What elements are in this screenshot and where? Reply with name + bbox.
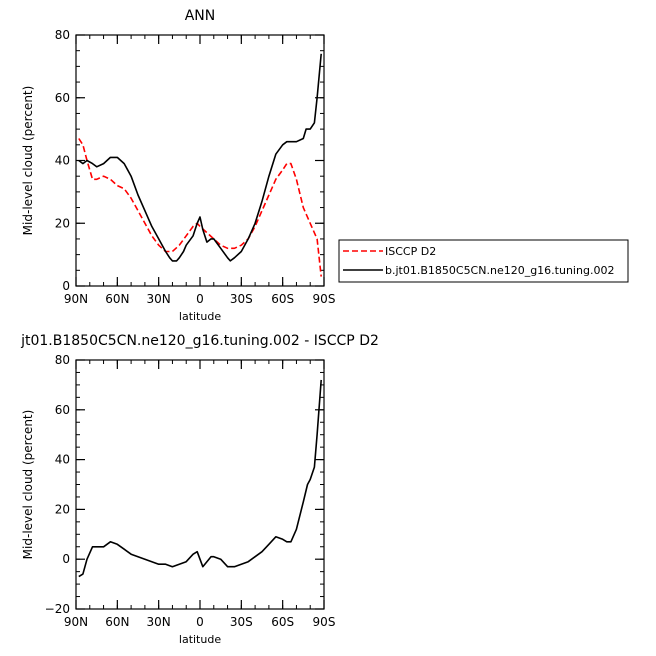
x-tick-label: 90N: [64, 292, 88, 306]
x-tick-label: 0: [196, 292, 204, 306]
series-line-2: [78, 53, 322, 262]
x-tick-label: 60N: [105, 292, 129, 306]
x-tick-label: 30N: [147, 615, 171, 629]
x-tick-label: 60S: [271, 615, 294, 629]
y-tick-label: 40: [55, 154, 70, 168]
chart-title: ANN: [185, 8, 216, 24]
chart-panel-1: ANN 90N 60N 30N 0 30S 60S 90S 0 20 40 60 80 latitude M…: [21, 8, 629, 323]
plot-frame: [75, 359, 325, 610]
plot-frame: [75, 34, 325, 287]
x-tick-label: 30S: [230, 292, 253, 306]
y-tick-label: 20: [55, 502, 70, 516]
y-tick-label: −20: [45, 602, 70, 616]
y-tick-label: 60: [55, 91, 70, 105]
y-tick-label: 0: [62, 552, 70, 566]
x-tick-label: 90S: [313, 292, 336, 306]
x-tick-label: 60S: [271, 292, 294, 306]
series-line-1: [78, 138, 322, 277]
series-line-1: [78, 379, 322, 578]
y-axis-label: Mid-level cloud (percent): [21, 410, 35, 560]
x-tick-label: 0: [196, 615, 204, 629]
chart-panel-2: jt01.B1850C5CN.ne120_g16.tuning.002 - IS…: [20, 333, 379, 646]
x-tick-label: 30S: [230, 615, 253, 629]
x-axis-label: latitude: [179, 310, 221, 323]
y-tick-label: 80: [55, 28, 70, 42]
x-tick-label: 90S: [313, 615, 336, 629]
x-tick-label: 30N: [147, 292, 171, 306]
x-axis-label: latitude: [179, 633, 221, 646]
legend: ISCCP D2 b.jt01.B1850C5CN.ne120_g16.tunin…: [338, 239, 629, 283]
legend-label: ISCCP D2: [385, 245, 436, 258]
y-tick-label: 40: [55, 453, 70, 467]
x-tick-label: 60N: [105, 615, 129, 629]
legend-box: [338, 239, 629, 283]
chart-title: jt01.B1850C5CN.ne120_g16.tuning.002 - IS…: [20, 333, 379, 349]
x-tick-label: 90N: [64, 615, 88, 629]
y-tick-label: 0: [62, 279, 70, 293]
y-tick-label: 60: [55, 403, 70, 417]
y-tick-label: 80: [55, 353, 70, 367]
y-tick-label: 20: [55, 216, 70, 230]
legend-label: b.jt01.B1850C5CN.ne120_g16.tuning.002: [385, 264, 614, 277]
y-axis-label: Mid-level cloud (percent): [21, 86, 35, 236]
